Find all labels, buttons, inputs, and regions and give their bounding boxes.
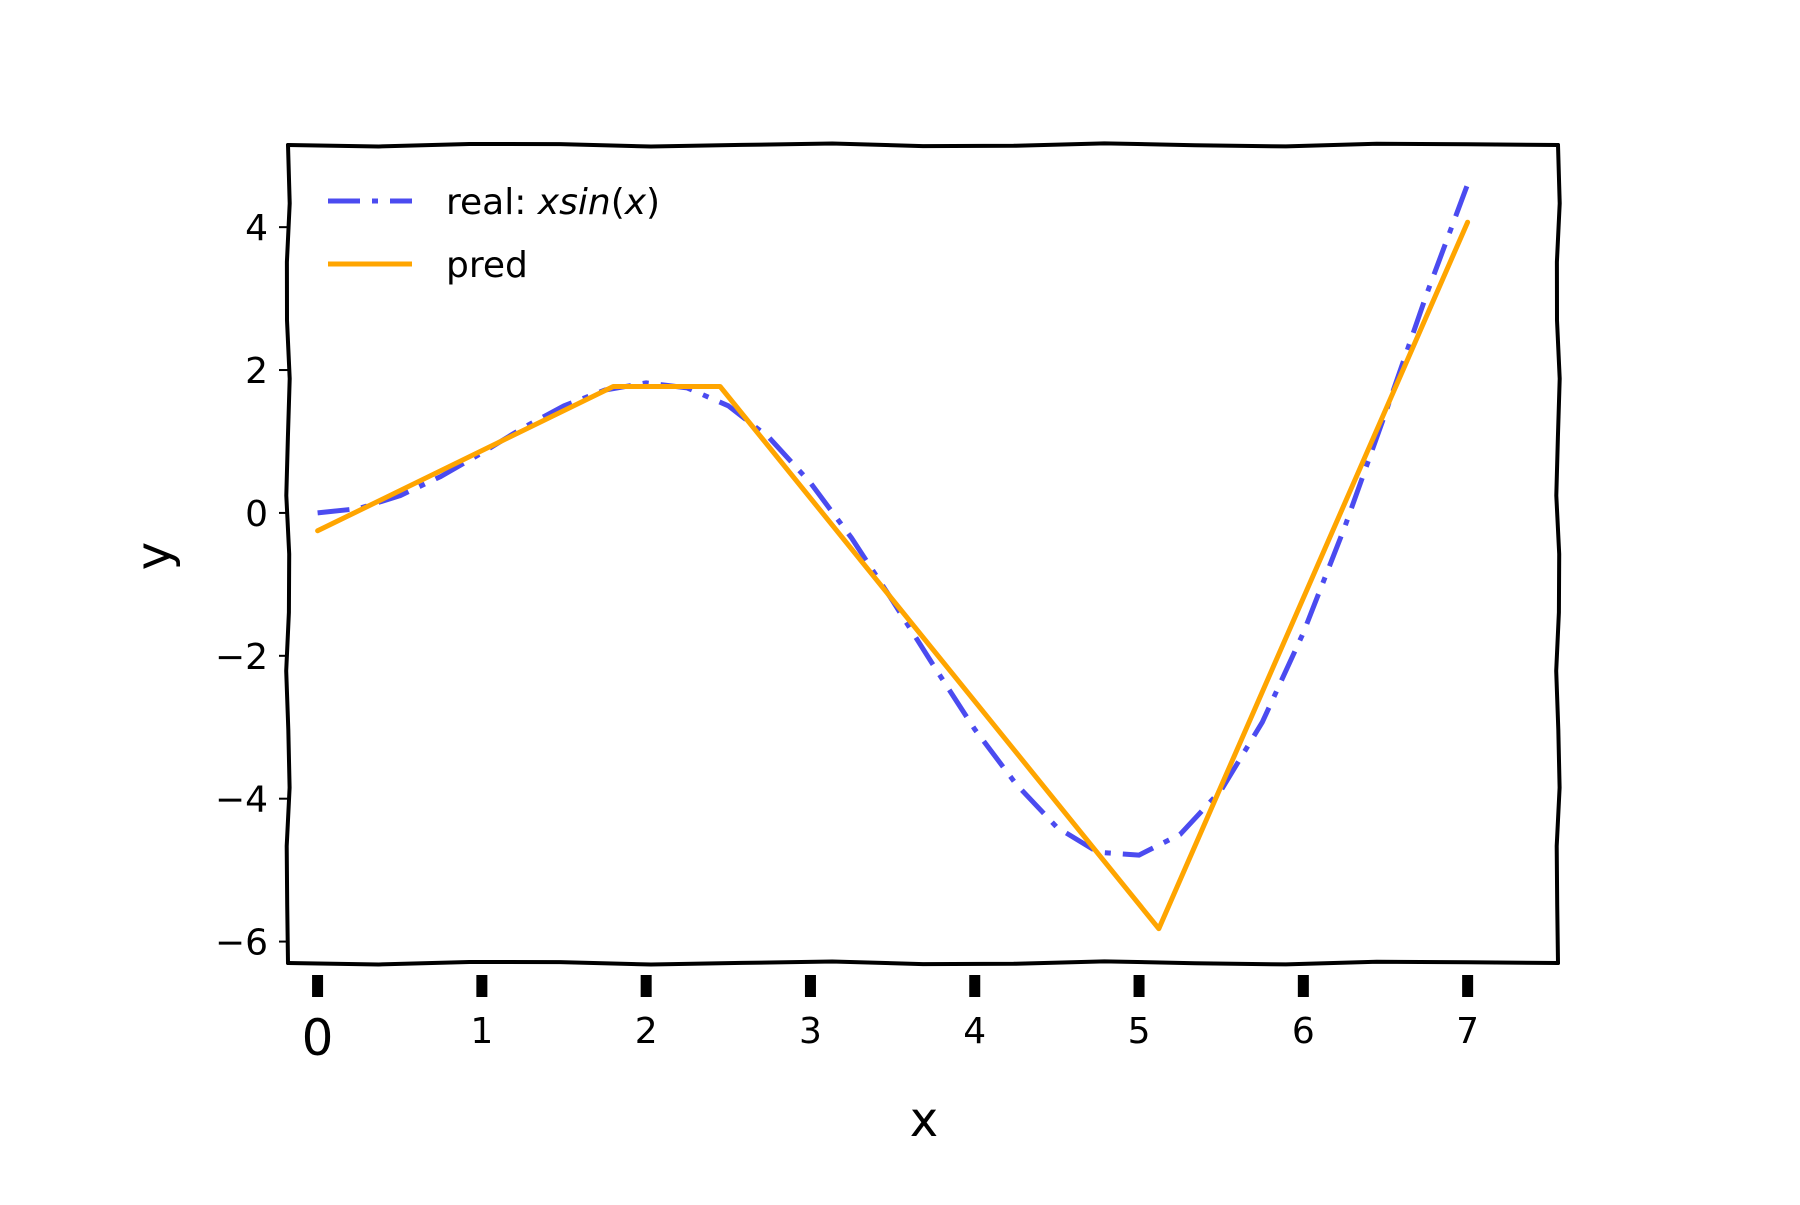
legend: real: xsin(x) pred <box>328 182 660 286</box>
x-tick-label: 6 <box>1292 1011 1315 1052</box>
legend-label-pred: pred <box>446 245 528 286</box>
x-tick-label: 3 <box>799 1011 822 1052</box>
x-tick-label: 4 <box>963 1011 986 1052</box>
y-tick-label: −6 <box>215 923 268 964</box>
y-tick-label: −2 <box>215 637 268 678</box>
series-pred-line <box>315 219 1471 932</box>
frame-right <box>1554 143 1562 965</box>
plot-frame <box>284 141 1562 967</box>
x-axis-title: x <box>910 1092 938 1148</box>
legend-label-real: real: xsin(x) <box>446 182 660 223</box>
y-tick-label: 4 <box>245 208 268 249</box>
series-layer <box>315 183 1471 932</box>
y-axis: 4 2 0 −2 −4 −6 <box>215 208 288 964</box>
x-tick-label: 0 <box>302 1009 334 1067</box>
y-tick-label: 2 <box>245 351 268 392</box>
y-tick-label: 0 <box>245 494 268 535</box>
x-axis: 0 1 2 3 4 5 6 7 <box>302 975 1479 1067</box>
x-tick-label: 1 <box>470 1011 493 1052</box>
y-tick-label: −4 <box>215 780 268 821</box>
frame-bottom <box>286 959 1560 967</box>
x-tick-label: 7 <box>1456 1011 1479 1052</box>
frame-top <box>286 141 1560 149</box>
x-tick-label: 5 <box>1128 1011 1151 1052</box>
x-tick-label: 2 <box>635 1011 658 1052</box>
y-axis-title: y <box>126 542 182 570</box>
frame-left <box>284 143 292 965</box>
